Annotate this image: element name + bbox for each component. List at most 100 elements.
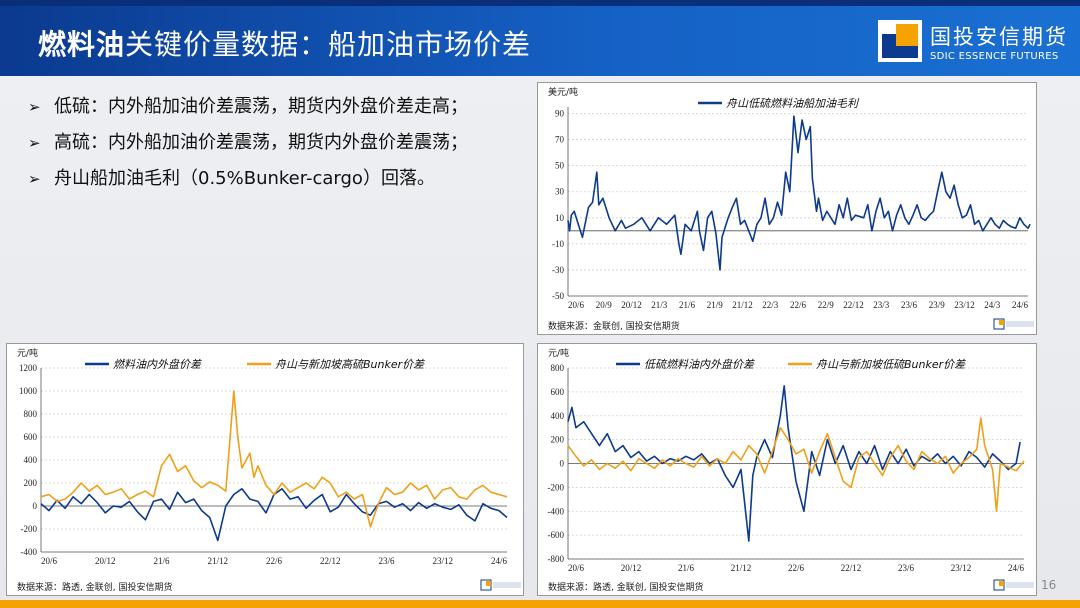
x-tick-label: 23/9	[929, 300, 946, 310]
x-tick-label: 21/12	[207, 556, 228, 566]
x-tick-label: 24/3	[984, 300, 1001, 310]
x-tick-label: 21/6	[153, 556, 170, 566]
x-tick-label: 20/12	[621, 563, 642, 573]
y-tick-label: 200	[551, 435, 565, 445]
y-tick-label: -200	[21, 524, 38, 534]
source-note: 数据来源：路透, 金联创, 国投安信期货	[17, 581, 172, 593]
x-tick-label: 20/12	[95, 556, 116, 566]
x-tick-label: 20/6	[568, 563, 585, 573]
x-tick-label: 23/6	[901, 300, 918, 310]
x-tick-label: 20/12	[621, 300, 642, 310]
y-tick-label: 200	[24, 478, 38, 488]
y-tick-label: 400	[24, 455, 38, 465]
y-tick-label: -400	[548, 506, 565, 516]
bullet-list: ➢ 低硫：内外船加油价差震荡，期货内外盘价差走高； ➢ 高硫：内外船加油价差震荡，期…	[28, 92, 468, 200]
series-line	[567, 417, 1025, 513]
y-tick-label: -30	[552, 265, 564, 275]
axis-unit-label: 元/吨	[548, 347, 569, 359]
x-tick-label: 23/12	[432, 556, 453, 566]
x-tick-label: 22/6	[266, 556, 283, 566]
logo-en-text: SDIC ESSENCE FUTURES	[930, 51, 1059, 62]
slide-title: 燃料油关键价量数据：船加油市场价差	[38, 23, 531, 63]
x-tick-label: 24/6	[1012, 300, 1029, 310]
company-logo: 国投安信期货 SDIC ESSENCE FUTURES	[878, 18, 1068, 68]
logo-mark-icon	[878, 20, 922, 62]
mini-logo-icon	[993, 579, 1034, 591]
x-tick-label: 21/3	[651, 300, 668, 310]
y-tick-label: 90	[555, 109, 565, 119]
bullet-item: ➢ 低硫：内外船加油价差震荡，期货内外盘价差走高；	[28, 92, 468, 118]
page-number: 16	[1041, 578, 1057, 592]
chart-hsfo-spread: 元/吨 -400 -200 0 200 400 600 800 1000 1200 20/6 20/1…	[6, 343, 524, 596]
y-tick-label: 10	[555, 213, 565, 223]
mini-logo-icon	[480, 579, 521, 591]
y-tick-label: -10	[552, 239, 564, 249]
x-tick-label: 23/6	[898, 563, 915, 573]
logo-cn-text: 国投安信期货	[930, 25, 1068, 49]
series-line	[567, 115, 1031, 271]
y-tick-label: -800	[548, 554, 565, 564]
x-tick-label: 24/6	[491, 556, 508, 566]
legend-label: 燃料油内外盘价差	[113, 358, 202, 371]
bullet-text: 低硫：内外船加油价差震荡，期货内外盘价差走高；	[54, 96, 468, 117]
y-tick-label: 0	[33, 501, 38, 511]
chart-zhoushan-margin: 美元/吨 -50 -30 -10 10 30 50 70 90 20/6 20/9 20/12 21/3…	[537, 82, 1037, 335]
arrow-bullet-icon: ➢	[28, 98, 41, 116]
y-tick-label: 1000	[19, 386, 38, 396]
axis-unit-label: 美元/吨	[548, 86, 578, 98]
top-accent-strip	[0, 0, 1080, 6]
slide-header: 燃料油关键价量数据：船加油市场价差 国投安信期货 SDIC ESSENCE FU…	[0, 6, 1080, 76]
x-tick-label: 23/12	[954, 300, 975, 310]
y-tick-label: -600	[548, 530, 565, 540]
y-tick-label: -200	[548, 482, 565, 492]
x-tick-label: 21/12	[731, 563, 752, 573]
arrow-bullet-icon: ➢	[28, 170, 41, 188]
y-tick-label: 1200	[19, 363, 38, 373]
y-tick-label: 800	[24, 409, 38, 419]
source-note: 数据来源：路透, 金联创, 国投安信期货	[548, 581, 703, 593]
axis-unit-label: 元/吨	[17, 347, 38, 359]
y-tick-label: 600	[24, 432, 38, 442]
legend-label: 舟山与新加坡低硫Bunker价差	[816, 358, 966, 371]
x-tick-label: 24/6	[1008, 563, 1025, 573]
chart-svg: 元/吨 -400 -200 0 200 400 600 800 1000 1200 20/6 20/1…	[17, 347, 521, 593]
x-tick-label: 22/12	[320, 556, 341, 566]
y-tick-label: 400	[551, 411, 565, 421]
bullet-text: 高硫：内外船加油价差震荡，期货内外盘价差震荡；	[54, 132, 468, 153]
legend-label: 舟山与新加坡高硫Bunker价差	[275, 358, 425, 371]
bullet-item: ➢ 舟山船加油毛利（0.5%Bunker-cargo）回落。	[28, 164, 468, 190]
x-tick-label: 22/3	[762, 300, 779, 310]
legend-label: 低硫燃料油内外盘价差	[644, 358, 755, 371]
x-tick-label: 22/6	[790, 300, 807, 310]
bullet-item: ➢ 高硫：内外船加油价差震荡，期货内外盘价差震荡；	[28, 128, 468, 154]
y-tick-label: 0	[560, 459, 565, 469]
y-tick-label: 600	[551, 387, 565, 397]
y-tick-label: 50	[555, 161, 565, 171]
title-bold: 燃料油	[38, 28, 126, 61]
y-tick-label: 70	[555, 135, 565, 145]
x-tick-label: 21/9	[707, 300, 724, 310]
chart-svg: 元/吨 -800 -600 -400 -200 0 200 400 600 800 20/6 20/1…	[548, 347, 1034, 593]
bullet-text: 舟山船加油毛利（0.5%Bunker-cargo）回落。	[54, 168, 435, 189]
x-tick-label: 20/6	[568, 300, 585, 310]
x-tick-label: 22/12	[843, 300, 864, 310]
y-tick-label: 800	[551, 363, 565, 373]
x-tick-label: 23/3	[873, 300, 890, 310]
legend-label: 舟山低硫燃料油船加油毛利	[726, 97, 860, 110]
chart-lsfo-spread: 元/吨 -800 -600 -400 -200 0 200 400 600 800 20/6 20/1…	[537, 343, 1037, 596]
x-tick-label: 23/6	[378, 556, 395, 566]
title-rest: 关键价量数据：船加油市场价差	[125, 28, 532, 61]
y-tick-label: 30	[555, 187, 565, 197]
x-tick-label: 21/12	[732, 300, 753, 310]
arrow-bullet-icon: ➢	[28, 134, 41, 152]
chart-svg: 美元/吨 -50 -30 -10 10 30 50 70 90 20/6 20/9 20/12 21/3…	[548, 86, 1034, 332]
x-tick-label: 22/9	[818, 300, 835, 310]
mini-logo-icon	[993, 318, 1034, 330]
x-tick-label: 20/9	[596, 300, 613, 310]
x-tick-label: 23/12	[951, 563, 972, 573]
bottom-accent-bar	[0, 600, 1080, 608]
x-tick-label: 22/6	[788, 563, 805, 573]
y-tick-label: -400	[21, 547, 38, 557]
x-tick-label: 20/6	[41, 556, 58, 566]
series-line	[567, 385, 1021, 542]
